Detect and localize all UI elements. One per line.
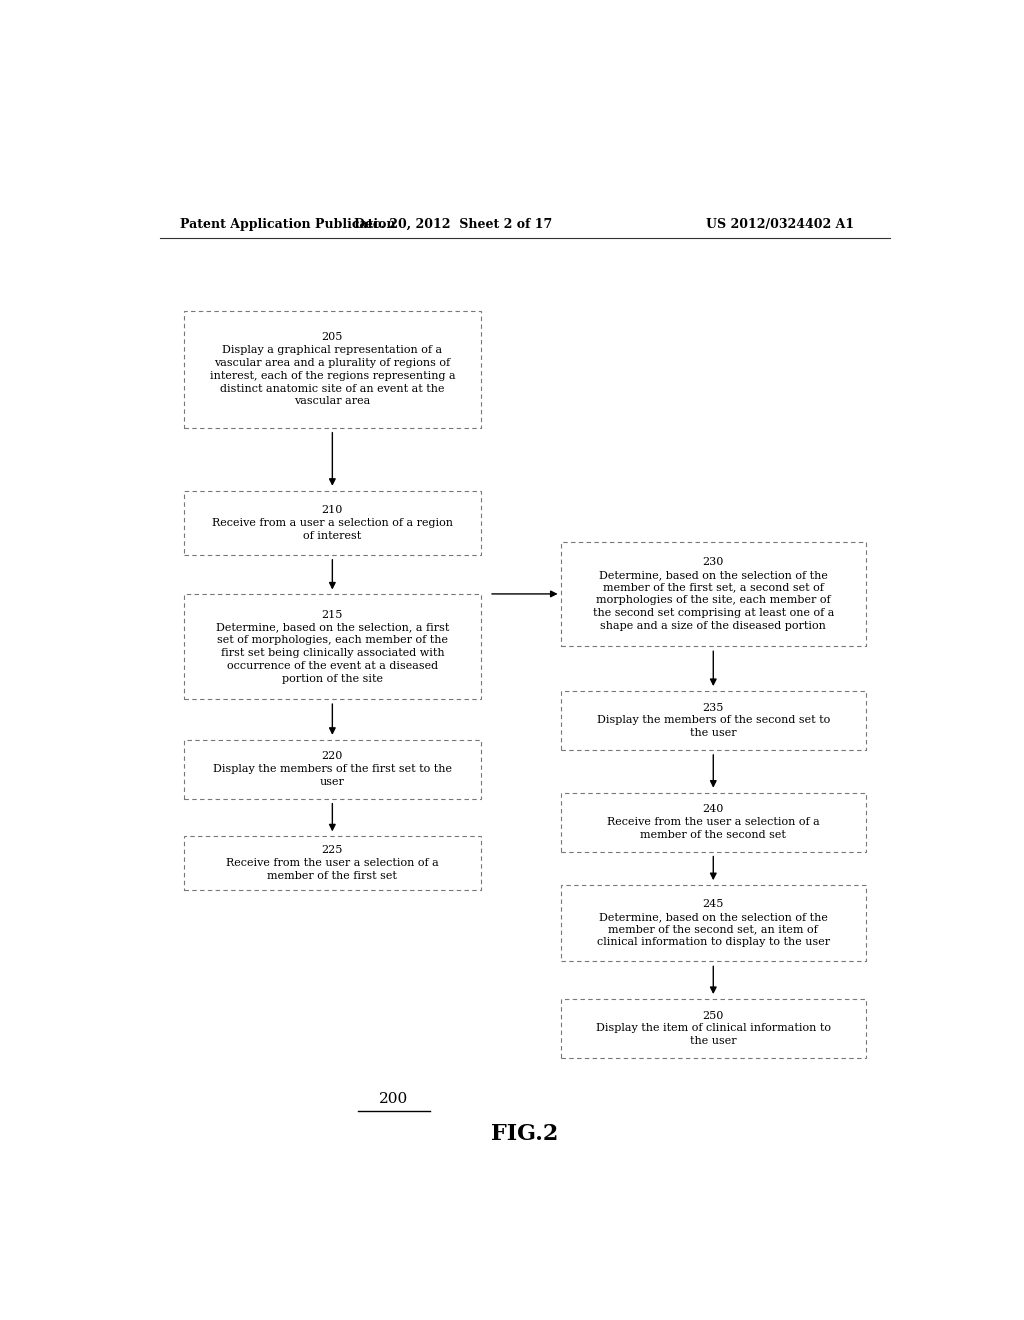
- FancyBboxPatch shape: [560, 541, 866, 647]
- FancyBboxPatch shape: [560, 690, 866, 750]
- Text: 235
Display the members of the second set to
the user: 235 Display the members of the second se…: [597, 702, 829, 738]
- Text: FIG.2: FIG.2: [492, 1123, 558, 1146]
- Text: US 2012/0324402 A1: US 2012/0324402 A1: [706, 218, 854, 231]
- Text: 210
Receive from a user a selection of a region
of interest: 210 Receive from a user a selection of a…: [212, 506, 453, 541]
- FancyBboxPatch shape: [183, 594, 481, 700]
- Text: 205
Display a graphical representation of a
vascular area and a plurality of reg: 205 Display a graphical representation o…: [210, 333, 455, 407]
- Text: 225
Receive from the user a selection of a
member of the first set: 225 Receive from the user a selection of…: [226, 846, 438, 880]
- Text: Patent Application Publication: Patent Application Publication: [179, 218, 395, 231]
- FancyBboxPatch shape: [183, 312, 481, 428]
- Text: Dec. 20, 2012  Sheet 2 of 17: Dec. 20, 2012 Sheet 2 of 17: [354, 218, 553, 231]
- FancyBboxPatch shape: [183, 739, 481, 799]
- FancyBboxPatch shape: [183, 491, 481, 554]
- Text: 240
Receive from the user a selection of a
member of the second set: 240 Receive from the user a selection of…: [607, 804, 819, 840]
- FancyBboxPatch shape: [560, 792, 866, 851]
- FancyBboxPatch shape: [560, 999, 866, 1057]
- Text: 245
Determine, based on the selection of the
member of the second set, an item o: 245 Determine, based on the selection of…: [597, 899, 829, 948]
- FancyBboxPatch shape: [560, 886, 866, 961]
- Text: 215
Determine, based on the selection, a first
set of morphologies, each member : 215 Determine, based on the selection, a…: [216, 610, 450, 684]
- Text: 230
Determine, based on the selection of the
member of the first set, a second s: 230 Determine, based on the selection of…: [593, 557, 834, 631]
- Text: 220
Display the members of the first set to the
user: 220 Display the members of the first set…: [213, 751, 452, 787]
- Text: 250
Display the item of clinical information to
the user: 250 Display the item of clinical informa…: [596, 1011, 830, 1047]
- Text: 200: 200: [379, 1092, 409, 1106]
- FancyBboxPatch shape: [183, 837, 481, 890]
